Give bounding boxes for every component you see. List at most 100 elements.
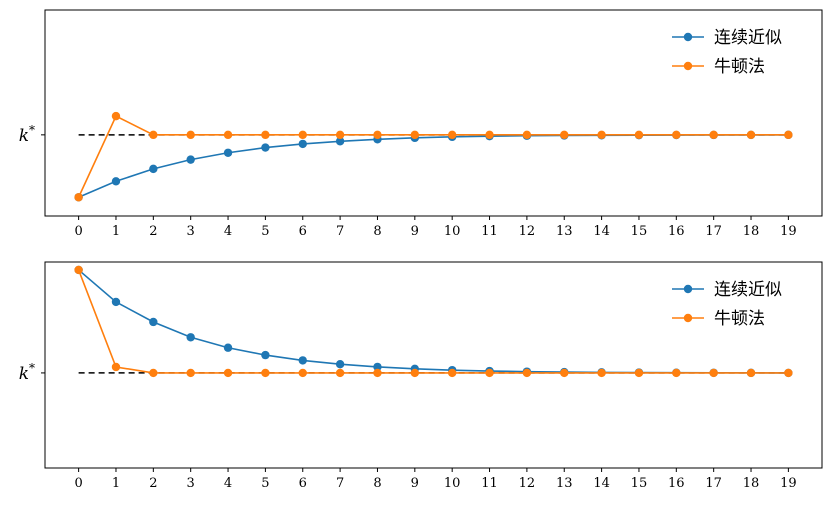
data-point	[298, 139, 307, 149]
data-point	[634, 368, 644, 378]
x-tick-label: 16	[668, 224, 685, 239]
data-point	[261, 368, 270, 378]
data-point	[746, 130, 756, 140]
data-point	[672, 130, 681, 140]
series-line	[77, 269, 789, 374]
data-point	[186, 155, 195, 164]
x-tick-label: 17	[705, 476, 722, 491]
x-tick-label: 9	[411, 224, 419, 239]
x-tick-label: 5	[261, 224, 269, 239]
data-point	[111, 177, 121, 186]
data-point	[223, 368, 233, 378]
data-point	[149, 317, 158, 327]
legend-item-1: 连续近似	[672, 280, 782, 300]
data-point	[223, 148, 233, 157]
data-point	[373, 130, 382, 140]
data-point	[784, 368, 793, 378]
data-point	[149, 164, 158, 174]
data-point	[186, 333, 195, 342]
data-point	[261, 143, 270, 152]
series-1	[74, 130, 793, 202]
x-tick-label: 8	[373, 476, 381, 491]
data-point	[111, 111, 121, 121]
data-point	[373, 362, 382, 372]
data-point	[597, 368, 606, 378]
legend-label: 连续近似	[714, 28, 782, 48]
data-point	[485, 130, 494, 140]
data-point	[111, 362, 121, 372]
x-tick-label: 15	[631, 224, 648, 239]
data-point	[298, 356, 307, 365]
x-tick-label: 8	[373, 224, 381, 239]
x-tick-label: 10	[444, 224, 461, 239]
series-1	[74, 265, 793, 378]
series-2	[74, 265, 793, 378]
series-line	[78, 269, 789, 374]
data-point	[373, 368, 382, 378]
data-point	[335, 360, 345, 369]
data-point	[597, 130, 606, 140]
x-tick-label: 6	[299, 476, 307, 491]
x-tick-label: 14	[593, 476, 610, 491]
x-tick-label: 16	[668, 476, 685, 491]
data-point	[746, 368, 756, 378]
x-tick-label: 0	[74, 224, 82, 239]
x-tick-label: 14	[593, 224, 610, 239]
axes-frame	[44, 9, 823, 217]
x-tick-label: 19	[780, 224, 797, 239]
x-tick-label: 13	[556, 476, 573, 491]
data-point	[410, 130, 420, 140]
x-tick-label: 2	[149, 224, 157, 239]
x-tick-label: 1	[112, 224, 120, 239]
data-point	[186, 130, 195, 140]
x-tick-label: 2	[149, 476, 157, 491]
data-point	[186, 368, 195, 378]
x-tick-label: 17	[705, 224, 722, 239]
series-2	[74, 111, 793, 202]
x-tick-label: 3	[187, 476, 195, 491]
x-tick-label: 13	[556, 224, 573, 239]
x-tick-label: 7	[336, 224, 344, 239]
data-point	[149, 130, 158, 140]
x-tick-label: 3	[187, 224, 195, 239]
axes-frame	[44, 261, 823, 469]
x-tick-label: 7	[336, 476, 344, 491]
data-point	[634, 130, 644, 140]
data-point	[447, 130, 457, 140]
data-point	[223, 343, 233, 352]
x-tick-label: 19	[780, 476, 797, 491]
legend-item-2: 牛顿法	[672, 309, 765, 329]
legend-marker	[683, 313, 693, 323]
x-tick-label: 4	[224, 224, 232, 239]
data-point	[485, 368, 494, 378]
x-tick-label: 0	[74, 476, 82, 491]
data-point	[74, 193, 83, 202]
legend-item-1: 连续近似	[672, 28, 782, 48]
x-tick-label: 12	[519, 224, 536, 239]
data-point	[672, 368, 681, 378]
x-tick-label: 4	[224, 476, 232, 491]
x-tick-label: 10	[444, 476, 461, 491]
data-point	[522, 368, 532, 378]
x-tick-label: 12	[519, 476, 536, 491]
legend-item-2: 牛顿法	[672, 57, 765, 77]
legend-label: 牛顿法	[714, 309, 765, 329]
x-tick-label: 15	[631, 476, 648, 491]
x-tick-label: 18	[743, 476, 760, 491]
legend-marker	[683, 284, 693, 294]
data-point	[74, 265, 83, 275]
y-tick-label-kstar: k*	[19, 123, 35, 146]
data-point	[335, 130, 345, 140]
data-point	[335, 368, 345, 378]
legend-marker	[683, 61, 693, 71]
x-tick-label: 1	[112, 476, 120, 491]
data-point	[560, 368, 569, 378]
legend-label: 连续近似	[714, 280, 782, 300]
data-point	[335, 137, 345, 146]
data-point	[111, 297, 121, 307]
